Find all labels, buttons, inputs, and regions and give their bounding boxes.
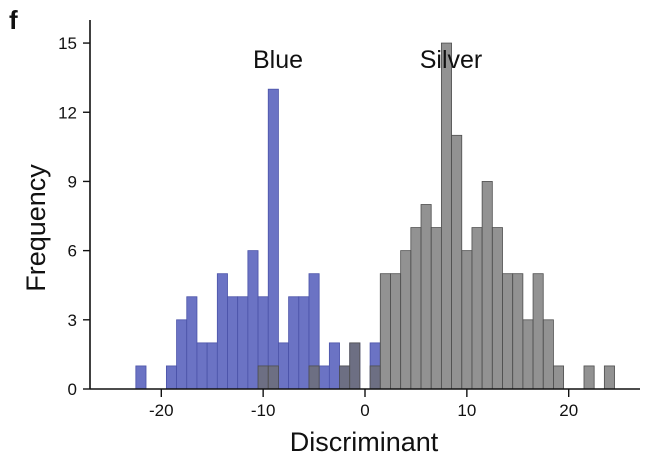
y-axis-ticks: 0 3 6 9 12 15 [58,34,90,399]
histogram-bar-silver [440,42,452,390]
histogram-bar-silver [512,273,524,390]
blue-group-label: Blue [253,46,303,74]
y-axis-tick-label: 0 [68,380,77,399]
x-axis-tick-label: -20 [149,401,174,420]
histogram-bar-silver [369,365,381,390]
histogram-bar-blue [176,319,188,390]
histogram-bar-blue [328,342,340,390]
x-axis-ticks: -20 -10 0 10 20 [149,389,578,420]
histogram-bar-blue [288,296,300,390]
histogram-bar-silver [379,273,391,390]
histogram-bar-silver [461,250,473,390]
histogram-bar-silver [400,250,412,390]
histogram-bar-blue [135,365,147,390]
histogram-bar-silver [532,273,544,390]
y-axis-tick-label: 6 [68,242,77,261]
histogram-bar-silver [410,227,422,390]
y-axis-tick-label: 15 [58,34,77,53]
histogram-bar-silver [583,365,595,390]
histogram-bar-silver [257,365,269,390]
y-axis-tick-label: 12 [58,103,77,122]
y-axis-tick-label: 9 [68,172,77,191]
histogram-bar-silver [430,227,442,390]
histogram-bar-silver [339,365,351,390]
silver-group-label: Silver [420,46,483,74]
histogram-bar-blue [247,250,259,390]
histogram-bar-blue [237,296,249,390]
histogram-bar-silver [603,365,615,390]
histogram-bar-silver [390,273,402,390]
histogram-bar-blue [186,296,198,390]
x-axis-tick-label: 10 [457,401,476,420]
y-axis-tick-label: 3 [68,311,77,330]
panel-label: f [9,5,18,35]
histogram-bar-silver [553,365,565,390]
histogram-bar-blue [196,342,208,390]
x-axis-tick-label: -10 [251,401,276,420]
histogram-bar-blue [318,365,330,390]
y-axis-label: Frequency [21,164,51,292]
histogram-bar-silver [481,181,493,390]
x-axis-tick-label: 0 [360,401,369,420]
histogram-bar-silver [542,319,554,390]
x-axis-label: Discriminant [290,427,439,457]
histogram-bar-blue [165,365,177,390]
histogram-bar-silver [491,227,503,390]
histogram-bar-silver [451,134,463,390]
histogram-bar-blue [278,342,290,390]
histogram-bar-blue [216,273,228,390]
x-axis-tick-label: 20 [559,401,578,420]
histogram-bar-blue [206,342,218,390]
histogram-bar-blue [267,88,279,390]
histogram-bar-silver [420,204,432,390]
histogram-bar-blue [298,296,310,390]
histogram-bar-blue [227,296,239,390]
histogram-bar-silver [267,365,279,390]
histogram-bars [135,42,615,390]
histogram-bar-silver [502,273,514,390]
histogram-bar-silver [349,342,361,390]
histogram-bar-silver [522,319,534,390]
histogram-bar-silver [308,365,320,390]
histogram-bar-silver [471,227,483,390]
